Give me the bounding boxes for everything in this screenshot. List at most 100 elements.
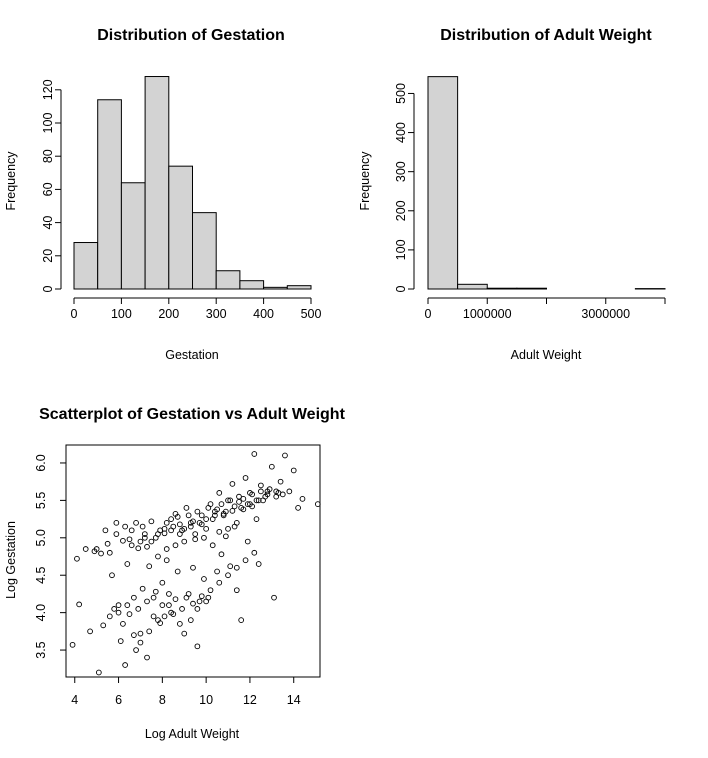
- y-tick-label: 300: [394, 161, 408, 182]
- y-tick-label: 6.0: [34, 454, 48, 471]
- scatter-point: [216, 528, 223, 535]
- y-tick-label: 0: [41, 285, 55, 292]
- log-scatterplot: Scatterplot of Gestation vs Adult Weight…: [4, 406, 346, 741]
- scatter-point: [203, 525, 209, 532]
- scatter-point: [201, 534, 207, 541]
- scatter-point: [192, 536, 199, 543]
- scatter-point: [196, 598, 203, 605]
- scatter-point: [137, 630, 144, 637]
- scatter-point: [128, 542, 135, 549]
- histogram-bar: [192, 212, 217, 290]
- scatter-point: [148, 538, 155, 545]
- x-tick-label: 300: [206, 307, 227, 321]
- scatter-point: [290, 467, 297, 474]
- y-tick-label: 20: [41, 249, 55, 263]
- scatter-point: [163, 519, 170, 526]
- scatter-point: [168, 609, 174, 616]
- scatter-point: [271, 594, 277, 601]
- y-tick-label: 4.0: [34, 604, 48, 621]
- scatter-point: [115, 609, 122, 616]
- scatter-point: [177, 521, 183, 528]
- adult-weight-histogram-ylabel: Frequency: [358, 151, 372, 211]
- y-tick-label: 80: [41, 149, 55, 163]
- scatter-point: [117, 638, 124, 644]
- scatterplot-ylabel: Log Gestation: [4, 521, 18, 599]
- scatter-point: [128, 527, 135, 534]
- scatter-point: [124, 561, 131, 567]
- scatter-point: [144, 543, 150, 550]
- scatter-point: [152, 588, 159, 595]
- y-tick-label: 400: [394, 122, 408, 143]
- gestation-histogram-y-axis: 0 20 40 60 80 100 120: [41, 79, 62, 292]
- y-tick-label: 0: [394, 285, 408, 292]
- scatter-point: [82, 546, 89, 552]
- gestation-histogram: Distribution of Gestation Gestation Freq…: [4, 27, 321, 362]
- scatter-point: [74, 555, 80, 562]
- scatter-point: [187, 523, 194, 530]
- y-tick-label: 5.5: [34, 492, 48, 509]
- scatter-point: [104, 540, 111, 547]
- x-tick-label: 3000000: [581, 307, 630, 321]
- x-tick-label: 200: [158, 307, 179, 321]
- y-tick-label: 120: [41, 79, 55, 100]
- scatter-point: [268, 463, 275, 470]
- gestation-histogram-ylabel: Frequency: [4, 151, 18, 211]
- scatter-point: [196, 519, 203, 526]
- scatter-point: [244, 501, 251, 507]
- scatter-point: [216, 490, 223, 496]
- scatter-point: [146, 628, 153, 635]
- scatter-point: [279, 491, 286, 498]
- scatter-point: [203, 598, 209, 605]
- scatter-point: [255, 561, 262, 567]
- scatter-point: [203, 516, 209, 522]
- scatter-point: [124, 602, 131, 609]
- y-tick-label: 40: [41, 216, 55, 230]
- x-tick-label: 6: [115, 693, 122, 707]
- scatter-point: [183, 594, 190, 601]
- scatter-point: [190, 600, 196, 607]
- scatter-point: [229, 508, 236, 514]
- y-tick-label: 500: [394, 83, 408, 104]
- histogram-bar: [486, 287, 518, 290]
- scatter-point: [166, 602, 172, 609]
- scatter-point: [233, 519, 240, 526]
- scatter-point: [152, 534, 159, 541]
- scatter-point: [198, 512, 205, 519]
- scatter-point: [155, 553, 161, 560]
- scatterplot-x-axis: 4 6 8 10 12 14: [71, 677, 301, 707]
- scatter-point: [181, 525, 188, 532]
- scatterplot-plot-box: [65, 444, 321, 678]
- scatter-point: [238, 505, 245, 511]
- scatter-point: [106, 549, 113, 556]
- adult-weight-histogram-title: Distribution of Adult Weight: [440, 27, 652, 44]
- scatter-point: [137, 538, 144, 545]
- x-tick-label: 1000000: [463, 307, 512, 321]
- scatter-point: [95, 669, 102, 676]
- scatter-point: [249, 491, 255, 498]
- scatter-point: [282, 452, 288, 459]
- gestation-histogram-bars: [73, 76, 312, 290]
- gestation-histogram-xlabel: Gestation: [165, 348, 219, 362]
- histogram-bar: [120, 182, 146, 290]
- y-tick-label: 100: [41, 113, 55, 134]
- x-tick-label: 0: [425, 307, 432, 321]
- scatter-point: [144, 654, 150, 661]
- scatter-point: [229, 481, 236, 487]
- scatter-point: [209, 542, 216, 549]
- x-tick-label: 12: [243, 693, 257, 707]
- scatter-point: [115, 602, 122, 609]
- scatter-point: [242, 557, 249, 564]
- scatter-point: [135, 606, 142, 612]
- scatter-point: [76, 601, 82, 608]
- scatter-point: [163, 546, 170, 552]
- scatter-point: [247, 501, 253, 507]
- scatter-point: [190, 564, 196, 571]
- scatter-point: [122, 662, 128, 668]
- adult-weight-histogram-x-axis: 0 1000000 3000000: [425, 297, 666, 321]
- histogram-bar: [457, 283, 488, 290]
- scatter-point: [244, 538, 251, 545]
- scatter-point: [251, 549, 258, 556]
- scatter-point: [222, 533, 229, 540]
- scatterplot-xlabel: Log Adult Weight: [145, 727, 240, 741]
